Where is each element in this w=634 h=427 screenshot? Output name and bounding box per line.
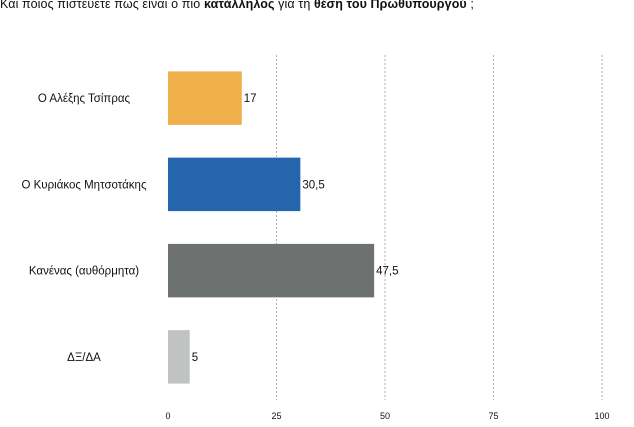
value-label: 5 [192, 352, 198, 364]
bar [168, 157, 301, 212]
category-label: Ο Κυριάκος Μητσοτάκης [22, 179, 147, 191]
gridlines [276, 55, 603, 400]
category-label: ΔΞ/ΔΑ [67, 352, 101, 364]
chart-title: Και ποιος πιστεύετε πως είναι ο πιο κατά… [0, 0, 474, 11]
category-label: Κανένας (αυθόρμητα) [29, 266, 139, 278]
x-tick-label: 0 [165, 411, 170, 421]
x-tick-label: 100 [594, 411, 609, 421]
title-part-1: Και ποιος πιστεύετε πως είναι ο πιο [0, 0, 204, 11]
bar [168, 243, 375, 298]
x-axis-ticks: 0 25 50 75 100 [165, 411, 609, 421]
category-label: Ο Αλέξης Τσίπρας [38, 93, 131, 105]
value-label: 47,5 [376, 266, 398, 278]
x-tick-label: 25 [271, 411, 281, 421]
title-bold-2: θέση του Πρωθυπουργού [313, 0, 467, 11]
x-tick-label: 75 [488, 411, 498, 421]
title-bold-1: κατάλληλος [203, 0, 275, 11]
value-label: 17 [244, 93, 257, 105]
title-part-3: ; [466, 0, 474, 11]
labels: 17 Ο Αλέξης Τσίπρας 30,5 Ο Κυριάκος Μητσοτά… [22, 93, 399, 364]
x-tick-label: 50 [380, 411, 390, 421]
title-part-2: για τη [274, 0, 314, 11]
value-label: 30,5 [302, 179, 324, 191]
bar [168, 330, 190, 384]
bar [168, 71, 242, 125]
bars [168, 71, 375, 384]
